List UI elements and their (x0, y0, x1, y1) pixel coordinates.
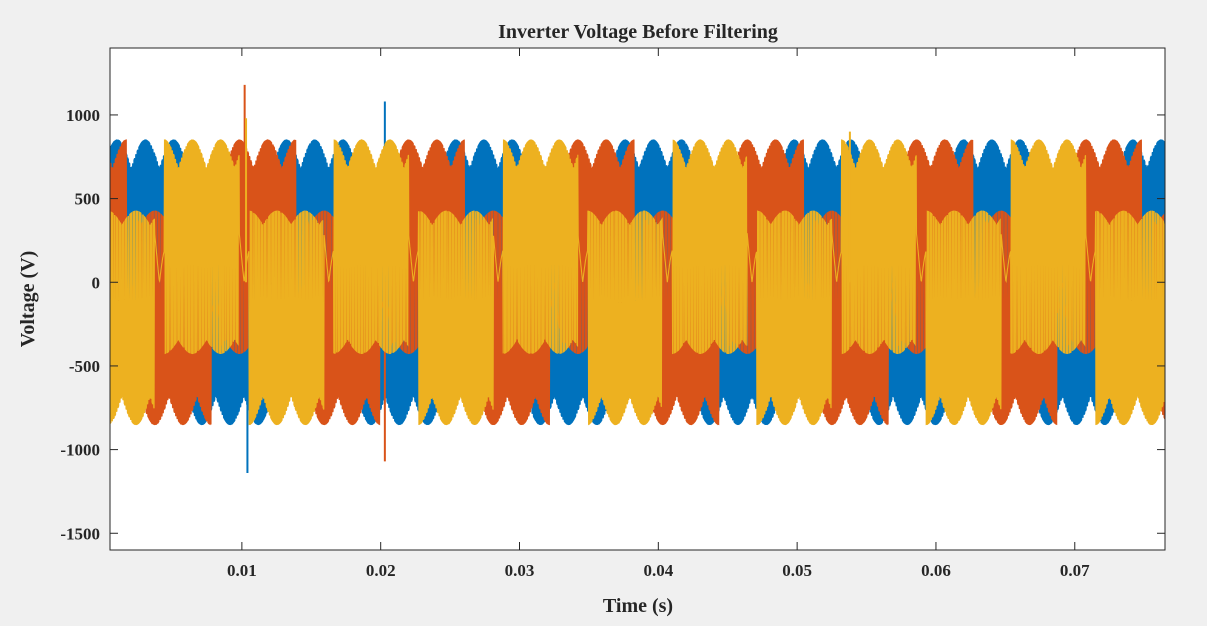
chart-title: Inverter Voltage Before Filtering (498, 21, 778, 43)
y-tick-label: -1000 (60, 441, 100, 460)
y-tick-label: 0 (92, 273, 101, 292)
y-axis-label: Voltage (V) (17, 251, 39, 347)
x-axis-label: Time (s) (603, 595, 673, 617)
y-tick-label: 500 (75, 190, 101, 209)
x-axis-ticks: 0.01 0.02 0.03 0.04 0.05 0.06 0.07 (227, 48, 1090, 580)
x-tick-label: 0.01 (227, 561, 257, 580)
x-tick-label: 0.03 (505, 561, 535, 580)
y-tick-label: 1000 (66, 106, 100, 125)
x-tick-label: 0.05 (782, 561, 812, 580)
x-tick-label: 0.07 (1060, 561, 1090, 580)
x-tick-label: 0.02 (366, 561, 396, 580)
series-3-line (110, 139, 1165, 426)
series-layer (110, 84, 1165, 474)
axes-box (109, 47, 1166, 551)
x-tick-label: 0.04 (643, 561, 673, 580)
y-axis-ticks: -1500 -1000 -500 0 500 1000 (60, 106, 1165, 543)
y-tick-label: -500 (69, 357, 100, 376)
x-tick-label: 0.06 (921, 561, 951, 580)
y-tick-label: -1500 (60, 524, 100, 543)
